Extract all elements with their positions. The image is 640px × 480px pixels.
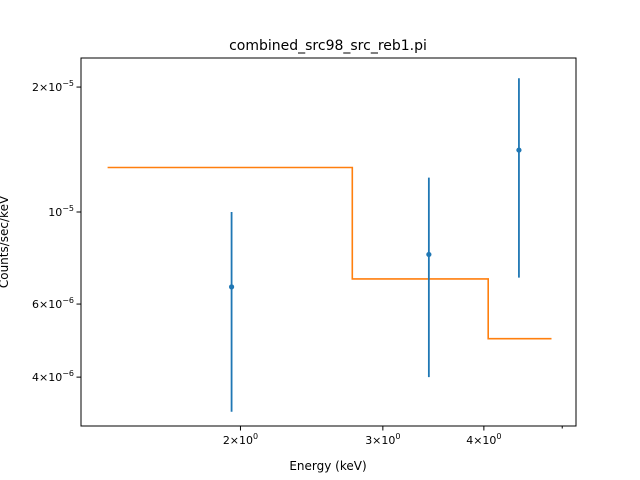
data-point	[228, 284, 235, 290]
model-step-path	[107, 166, 552, 340]
x-tick-label: 4×100	[466, 432, 501, 447]
data-points	[228, 78, 522, 412]
y-tick-label: 6×10−6	[32, 296, 74, 311]
y-tick-label: 4×10−6	[32, 369, 74, 384]
y-axis-label: Counts/sec/keV	[0, 195, 11, 288]
y-tick-label: 2×10−5	[32, 79, 74, 94]
x-axis-ticks: 2×100 3×100 4×100	[223, 426, 563, 447]
chart-title: combined_src98_src_reb1.pi	[229, 38, 427, 54]
x-axis-label: Energy (keV)	[289, 459, 366, 473]
x-tick-label: 3×100	[365, 432, 400, 447]
plot-frame	[80, 57, 577, 427]
y-axis-ticks: 4×10−6 6×10−6 10−5 2×10−5	[32, 79, 81, 384]
x-tick-label: 2×100	[223, 432, 258, 447]
data-point	[516, 147, 522, 153]
model-step-line	[107, 166, 552, 340]
data-point	[426, 251, 432, 258]
y-tick-label: 10−5	[48, 204, 74, 219]
